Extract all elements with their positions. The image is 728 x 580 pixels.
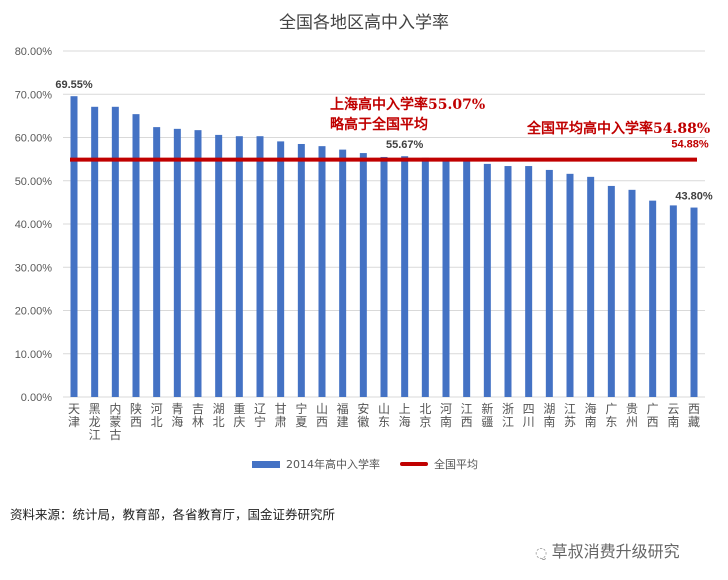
annotation-national: 全国平均高中入学率54.88%	[527, 121, 711, 137]
bar	[297, 143, 305, 397]
x-tick-label: 青海	[171, 402, 184, 429]
x-tick-label: 山西	[315, 402, 328, 429]
x-tick-label: 吉林	[191, 402, 204, 429]
bar	[421, 157, 429, 397]
bar	[153, 127, 161, 398]
bar	[669, 205, 677, 397]
bar	[483, 163, 491, 397]
x-tick-label: 山东	[377, 402, 390, 429]
bar	[690, 207, 698, 397]
x-tick-label: 安徽	[357, 402, 370, 429]
bar	[318, 146, 326, 397]
x-tick-label: 辽宁	[253, 402, 266, 429]
x-tick-label: 湖南	[543, 402, 556, 429]
bar	[111, 106, 119, 397]
annotation-shanghai-1: 上海高中入学率55.07%	[330, 97, 486, 113]
x-tick-label: 重庆	[233, 402, 246, 429]
x-tick-label: 广东	[605, 402, 618, 429]
bar	[215, 134, 223, 397]
legend-line-swatch	[400, 462, 428, 466]
chart-title: 全国各地区高中入学率	[279, 13, 449, 33]
legend-bar-label: 2014年高中入学率	[286, 458, 380, 471]
y-tick-label: 0.00%	[21, 392, 52, 404]
wechat-icon: ◌̮	[535, 545, 552, 561]
y-tick-label: 60.00%	[15, 133, 53, 145]
bar	[649, 200, 657, 397]
bar	[70, 96, 78, 397]
bar	[607, 185, 615, 397]
source-note: 资料来源：统计局，教育部，各省教育厅，国金证券研究所	[10, 507, 336, 522]
x-tick-label: 内蒙古	[109, 402, 122, 442]
bar	[91, 106, 99, 397]
y-tick-label: 50.00%	[15, 176, 53, 188]
x-tick-label: 贵州	[625, 402, 638, 429]
annotation-shanghai-2: 略高于全国平均	[330, 117, 428, 133]
legend: 2014年高中入学率 全国平均	[252, 456, 478, 472]
x-tick-label: 河北	[150, 402, 163, 429]
bar	[587, 176, 595, 397]
bar	[566, 173, 574, 397]
x-tick-label: 北京	[419, 402, 432, 429]
x-tick-label: 江西	[460, 402, 473, 429]
bar	[173, 128, 181, 397]
x-tick-label: 广西	[646, 402, 659, 429]
watermark-text: 草叔消费升级研究	[551, 542, 680, 561]
y-tick-label: 70.00%	[15, 89, 53, 101]
x-tick-label: 甘肃	[274, 402, 287, 429]
x-tick-label: 天津	[67, 402, 80, 429]
y-tick-label: 20.00%	[15, 306, 53, 318]
data-label: 55.67%	[386, 139, 424, 151]
y-tick-label: 10.00%	[15, 349, 53, 361]
bar	[235, 136, 243, 397]
x-tick-label: 新疆	[481, 402, 494, 429]
y-tick-label: 30.00%	[15, 262, 53, 274]
watermark: ◌̮ 草叔消费升级研究	[535, 538, 680, 562]
x-tick-label: 浙江	[501, 402, 514, 429]
bar	[545, 169, 553, 397]
bar	[256, 136, 264, 397]
y-tick-label: 80.00%	[15, 46, 53, 58]
x-tick-label: 上海	[398, 402, 411, 429]
x-tick-label: 江苏	[563, 402, 576, 429]
x-tick-label: 云南	[667, 402, 680, 429]
bar	[525, 166, 533, 397]
bar	[401, 156, 409, 397]
bar	[504, 166, 512, 397]
bar	[194, 130, 202, 397]
x-tick-label: 海南	[584, 402, 597, 429]
x-tick-label: 陕西	[129, 402, 142, 429]
bar	[277, 141, 285, 397]
bar	[628, 189, 636, 397]
legend-line-label: 全国平均	[434, 458, 478, 471]
data-label: 43.80%	[675, 191, 713, 203]
bar	[359, 153, 367, 397]
x-tick-label: 福建	[336, 402, 349, 429]
bar	[132, 114, 140, 398]
x-tick-label: 黑龙江	[88, 402, 101, 442]
x-tick-label: 宁夏	[295, 402, 308, 429]
data-label: 54.88%	[671, 139, 709, 151]
x-tick-label: 湖北	[212, 402, 225, 429]
bar	[339, 149, 347, 397]
bar	[463, 158, 471, 397]
bar	[442, 158, 450, 397]
x-tick-label: 西藏	[687, 402, 700, 429]
data-label: 69.55%	[55, 79, 93, 91]
y-tick-label: 40.00%	[15, 219, 53, 231]
x-tick-label: 河南	[439, 402, 452, 429]
legend-bar-swatch	[252, 460, 280, 468]
bar	[380, 156, 388, 397]
x-tick-label: 四川	[522, 402, 535, 429]
